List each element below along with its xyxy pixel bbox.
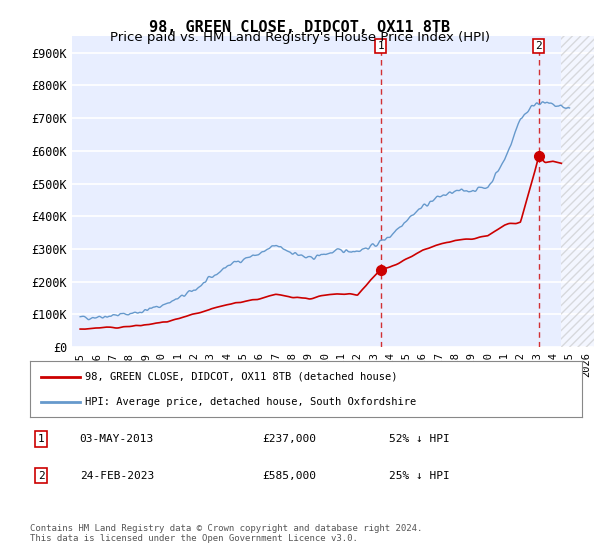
Text: 2: 2 — [38, 470, 44, 480]
Text: HPI: Average price, detached house, South Oxfordshire: HPI: Average price, detached house, Sout… — [85, 396, 416, 407]
Text: Price paid vs. HM Land Registry's House Price Index (HPI): Price paid vs. HM Land Registry's House … — [110, 31, 490, 44]
Text: 25% ↓ HPI: 25% ↓ HPI — [389, 470, 449, 480]
Text: 98, GREEN CLOSE, DIDCOT, OX11 8TB: 98, GREEN CLOSE, DIDCOT, OX11 8TB — [149, 20, 451, 35]
Text: 03-MAY-2013: 03-MAY-2013 — [80, 434, 154, 444]
Text: Contains HM Land Registry data © Crown copyright and database right 2024.
This d: Contains HM Land Registry data © Crown c… — [30, 524, 422, 543]
Text: 2: 2 — [535, 41, 542, 51]
Text: £585,000: £585,000 — [262, 470, 316, 480]
Text: £237,000: £237,000 — [262, 434, 316, 444]
Text: 98, GREEN CLOSE, DIDCOT, OX11 8TB (detached house): 98, GREEN CLOSE, DIDCOT, OX11 8TB (detac… — [85, 372, 398, 382]
Bar — [562, 20, 594, 347]
Text: 1: 1 — [377, 41, 384, 51]
Text: 52% ↓ HPI: 52% ↓ HPI — [389, 434, 449, 444]
Text: 24-FEB-2023: 24-FEB-2023 — [80, 470, 154, 480]
Text: 1: 1 — [38, 434, 44, 444]
